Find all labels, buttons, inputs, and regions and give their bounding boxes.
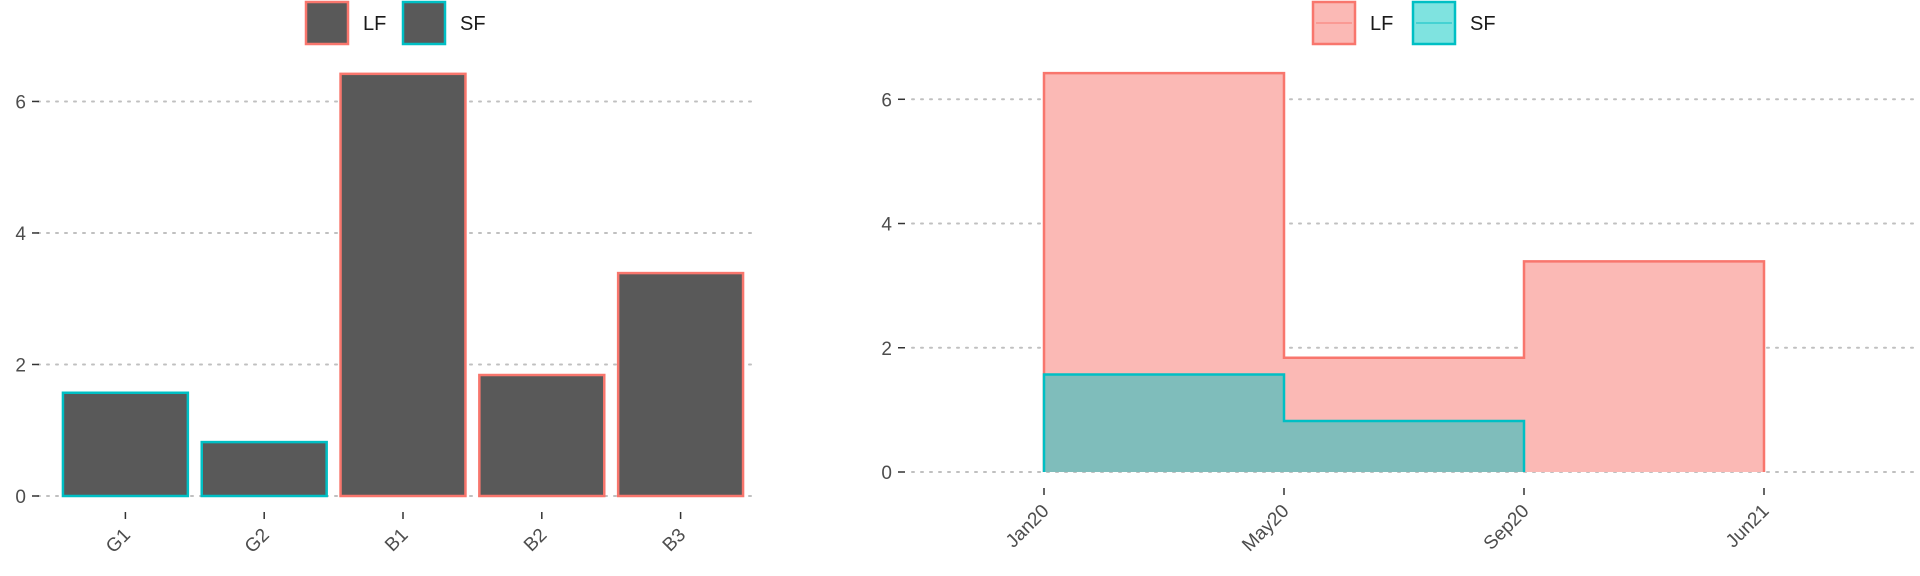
legend-label: LF (363, 13, 386, 35)
area-SF (1044, 374, 1524, 472)
bar-chart: 0 2 4 6 G1 G2 B1 B2 B3 LF SF (15, 0, 757, 558)
x-tick-label: May20 (1238, 501, 1293, 556)
x-tick-label: B1 (381, 525, 412, 556)
x-tick-label: Jan20 (1002, 501, 1053, 552)
y-tick-label: 0 (15, 487, 26, 508)
x-tick-label: Jun21 (1722, 501, 1773, 552)
legend-key-LF (304, 0, 350, 46)
area-LF (1044, 73, 1764, 472)
y-tick-label: 4 (15, 224, 26, 245)
legend-label: SF (1470, 13, 1496, 35)
y-tick-label: 0 (881, 463, 892, 484)
legend-key-SF (401, 0, 447, 46)
legend-label: LF (1370, 13, 1393, 35)
bar-chart-panel: 0 2 4 6 G1 G2 B1 B2 B3 LF SF (0, 0, 780, 576)
line-SF (1042, 373, 1526, 472)
bar-B3 (616, 271, 745, 498)
bar-B1 (339, 72, 467, 498)
legend: LF SF (304, 0, 486, 46)
step-area-chart: 0 2 4 6 Jan20 May20 Sep20 Jun21 LF SF (881, 0, 1919, 556)
y-tick-label: 2 (881, 339, 892, 360)
legend-label: SF (460, 13, 486, 35)
legend: LF SF (1311, 0, 1496, 46)
x-tick-label: B2 (520, 525, 551, 556)
x-tick-label: B3 (659, 525, 690, 556)
x-tick-label: Sep20 (1480, 501, 1534, 555)
bar-B2 (478, 373, 606, 498)
y-tick-label: 6 (15, 92, 26, 113)
y-tick-label: 2 (15, 355, 26, 376)
bar-G1 (61, 391, 190, 498)
x-tick-label: G2 (241, 525, 274, 558)
line-LF (1042, 71, 1766, 472)
x-tick-label: G1 (102, 525, 135, 558)
step-area-chart-panel: 0 2 4 6 Jan20 May20 Sep20 Jun21 LF SF (830, 0, 1920, 576)
y-tick-label: 6 (881, 90, 892, 111)
y-tick-label: 4 (881, 215, 892, 236)
bar-G2 (200, 440, 328, 498)
